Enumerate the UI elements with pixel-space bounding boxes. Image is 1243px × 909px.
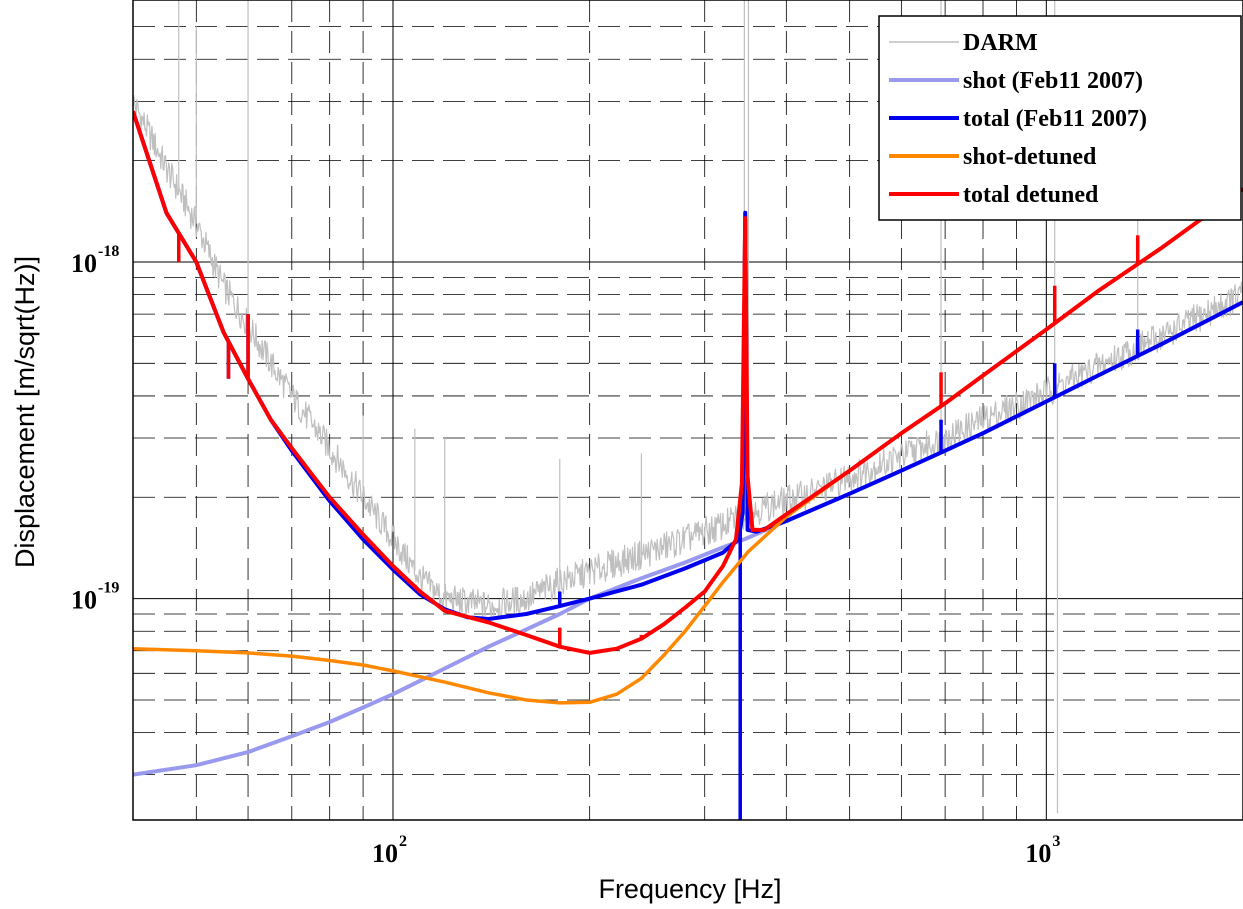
y-tick-label: 10: [71, 249, 97, 278]
y-axis-title: Displacement [m/sqrt(Hz)]: [10, 256, 40, 568]
y-tick-exponent: -18: [98, 243, 119, 260]
y-tick-exponent: -19: [98, 580, 119, 597]
legend: DARM shot (Feb11 2007) total (Feb11 2007) s…: [878, 15, 1242, 221]
series-layer: [133, 0, 1243, 820]
plot-frame: [132, 0, 1243, 821]
legend-label-darm: DARM: [963, 30, 1038, 56]
legend-label-shot-feb11-2007: shot (Feb11 2007): [963, 68, 1143, 94]
legend-label-total-feb11-2007: total (Feb11 2007): [963, 106, 1147, 132]
x-tick-exponent: 3: [1052, 833, 1060, 850]
legend-label-shot-detuned: shot-detuned: [963, 144, 1097, 170]
x-tick-exponent: 2: [399, 833, 407, 850]
y-tick-label: 10: [71, 586, 97, 615]
series-line-total-detuned: [133, 110, 1243, 655]
series-total-detuned: [133, 110, 1243, 655]
grid-lines: [133, 0, 1243, 820]
x-tick-label: 10: [1025, 839, 1051, 868]
series-line-darm: [133, 95, 1243, 619]
x-tick-label: 10: [372, 839, 398, 868]
x-axis-title: Frequency [Hz]: [598, 874, 781, 904]
legend-label-total-detuned: total detuned: [963, 182, 1099, 208]
